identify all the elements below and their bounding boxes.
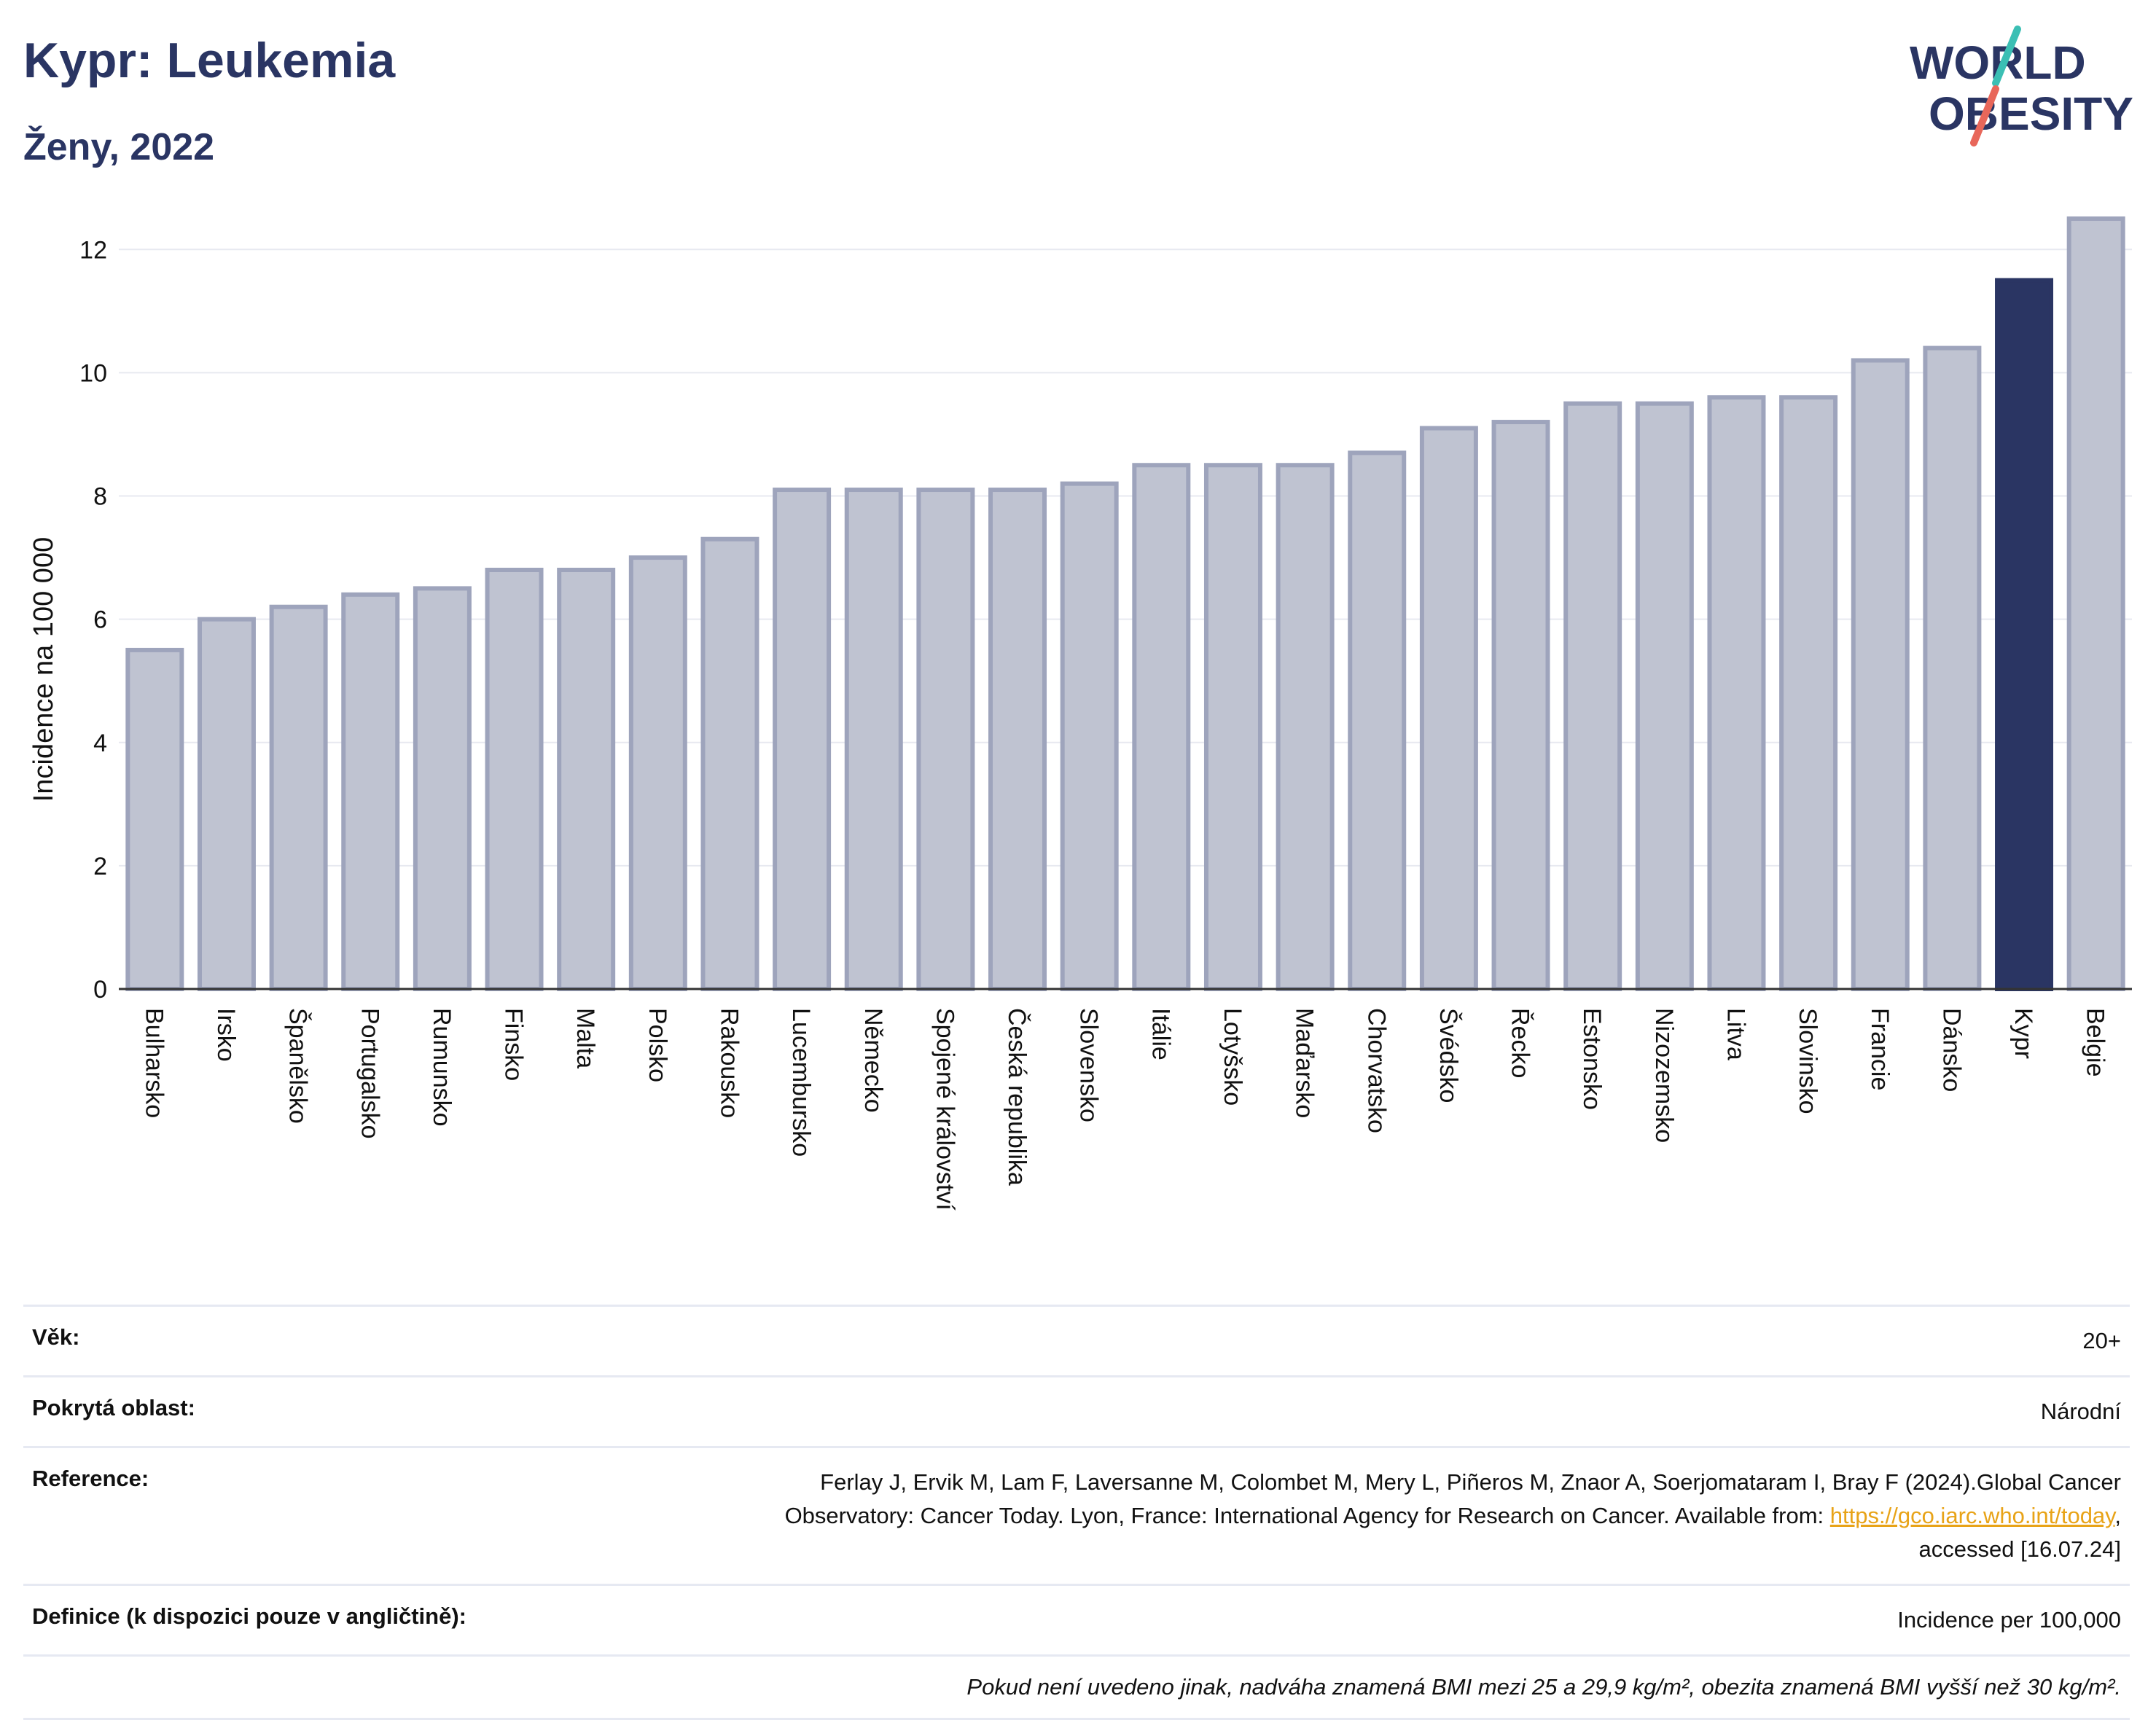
x-tick-label: Rakousko — [715, 1008, 743, 1118]
bar — [628, 555, 687, 991]
area-label: Pokrytá oblast: — [32, 1395, 195, 1420]
x-tick-label: Itálie — [1147, 1008, 1174, 1060]
definition-value: Incidence per 100,000 — [1897, 1607, 2121, 1633]
reference-line-2-end: , — [2114, 1503, 2121, 1528]
x-tick-label: Malta — [571, 1008, 599, 1068]
logo-line-2: OBESITY — [1929, 87, 2133, 140]
x-tick-label: Litva — [1722, 1008, 1749, 1060]
bar — [1203, 463, 1262, 991]
bar — [1132, 463, 1191, 991]
bar — [485, 567, 544, 991]
bar — [844, 488, 903, 991]
reference-line-2: Observatory: Cancer Today. Lyon, France:… — [784, 1503, 1830, 1528]
bar — [1779, 395, 1838, 991]
bar — [2066, 216, 2125, 991]
reference-label: Reference: — [32, 1466, 149, 1491]
reference-line-3: accessed [16.07.24] — [1918, 1536, 2121, 1562]
x-tick-label: Maďarsko — [1291, 1008, 1319, 1118]
bar — [773, 488, 832, 991]
info-row-area: Pokrytá oblast: Národní — [23, 1375, 2130, 1446]
info-table: Věk: 20+ Pokrytá oblast: Národní Referen… — [23, 1305, 2130, 1720]
bar — [413, 586, 472, 991]
bar — [700, 536, 759, 991]
bar-highlight — [1995, 278, 2054, 991]
page-title: Kypr: Leukemia — [23, 33, 396, 88]
world-obesity-logo: WORLD OBESITY — [1910, 26, 2133, 146]
x-tick-label: Nizozemsko — [1650, 1008, 1678, 1143]
definition-label: Definice (k dispozici pouze v angličtině… — [32, 1603, 466, 1629]
bar — [1923, 345, 1982, 991]
bar — [988, 488, 1047, 991]
y-tick-label: 4 — [93, 730, 107, 757]
x-tick-label: Dánsko — [1937, 1008, 1965, 1092]
info-row-reference: Reference: Ferlay J, Ervik M, Lam F, Lav… — [23, 1446, 2130, 1584]
age-label: Věk: — [32, 1324, 80, 1350]
bar — [1276, 463, 1335, 991]
x-tick-labels: Bulharsko Irsko Španělsko Portugalsko Rumuns… — [140, 1008, 2109, 1211]
bar — [1491, 420, 1550, 991]
y-tick-label: 8 — [93, 483, 107, 511]
bars — [125, 216, 2125, 992]
bar — [341, 592, 400, 991]
x-tick-label: Bulharsko — [140, 1008, 168, 1118]
x-tick-label: Slovensko — [1075, 1008, 1103, 1122]
bar — [916, 488, 975, 991]
x-tick-label: Španělsko — [284, 1008, 312, 1124]
x-tick-label: Kypr — [2009, 1008, 2037, 1059]
y-tick-label: 0 — [93, 976, 107, 1004]
x-tick-label: Švédsko — [1434, 1008, 1462, 1103]
bar — [1851, 358, 1910, 992]
page-subtitle: Ženy, 2022 — [23, 126, 215, 168]
bar — [1060, 481, 1119, 991]
bar — [1419, 426, 1478, 991]
y-axis-label: Incidence na 100 000 — [28, 537, 59, 802]
x-tick-label: Slovinsko — [1794, 1008, 1821, 1114]
bar — [557, 567, 616, 991]
x-tick-label: Portugalsko — [356, 1008, 383, 1139]
bar — [197, 617, 256, 991]
logo-slash-coral — [1970, 85, 1999, 146]
x-tick-label: Irsko — [212, 1008, 240, 1062]
x-tick-label: Česká republika — [1003, 1008, 1031, 1186]
reference-link[interactable]: https://gco.iarc.who.int/today — [1829, 1503, 2115, 1528]
bar-chart: 0 2 4 6 8 10 12 Bulharsko Irsko Španělsko Portuga… — [28, 216, 2132, 1211]
x-tick-label: Spojené království — [931, 1008, 958, 1211]
x-tick-label: Německo — [859, 1008, 887, 1113]
x-tick-label: Lotyšsko — [1219, 1008, 1246, 1106]
x-tick-label: Rumunsko — [428, 1008, 456, 1127]
x-tick-label: Estonsko — [1578, 1008, 1606, 1110]
bar — [125, 647, 184, 991]
y-tick-labels: 0 2 4 6 8 10 12 — [79, 236, 107, 1004]
x-tick-label: Lucembursko — [787, 1008, 815, 1157]
bar — [269, 604, 328, 991]
x-tick-label: Řecko — [1507, 1008, 1534, 1078]
bar — [1707, 395, 1766, 991]
y-tick-label: 6 — [93, 606, 107, 634]
y-tick-label: 12 — [79, 236, 107, 264]
info-row-note: Pokud není uvedeno jinak, nadváha znamen… — [23, 1654, 2130, 1720]
info-row-definition: Definice (k dispozici pouze v angličtině… — [23, 1584, 2130, 1654]
x-tick-label: Belgie — [2082, 1008, 2109, 1077]
bar — [1563, 401, 1622, 991]
bar — [1348, 450, 1407, 991]
x-tick-label: Polsko — [644, 1008, 671, 1082]
obesity-note: Pokud není uvedeno jinak, nadváha znamen… — [966, 1674, 2121, 1700]
info-row-age: Věk: 20+ — [23, 1305, 2130, 1375]
age-value: 20+ — [2082, 1328, 2121, 1353]
y-tick-label: 10 — [79, 359, 107, 387]
area-value: Národní — [2040, 1399, 2121, 1424]
logo-slash-teal — [1992, 26, 2021, 87]
reference-value: Ferlay J, Ervik M, Lam F, Laversanne M, … — [785, 1466, 2121, 1566]
y-tick-label: 2 — [93, 853, 107, 880]
x-tick-label: Francie — [1866, 1008, 1894, 1090]
reference-line-1: Ferlay J, Ervik M, Lam F, Laversanne M, … — [820, 1469, 2121, 1495]
bar — [1635, 401, 1694, 991]
x-tick-label: Chorvatsko — [1362, 1008, 1390, 1133]
x-tick-label: Finsko — [500, 1008, 528, 1081]
